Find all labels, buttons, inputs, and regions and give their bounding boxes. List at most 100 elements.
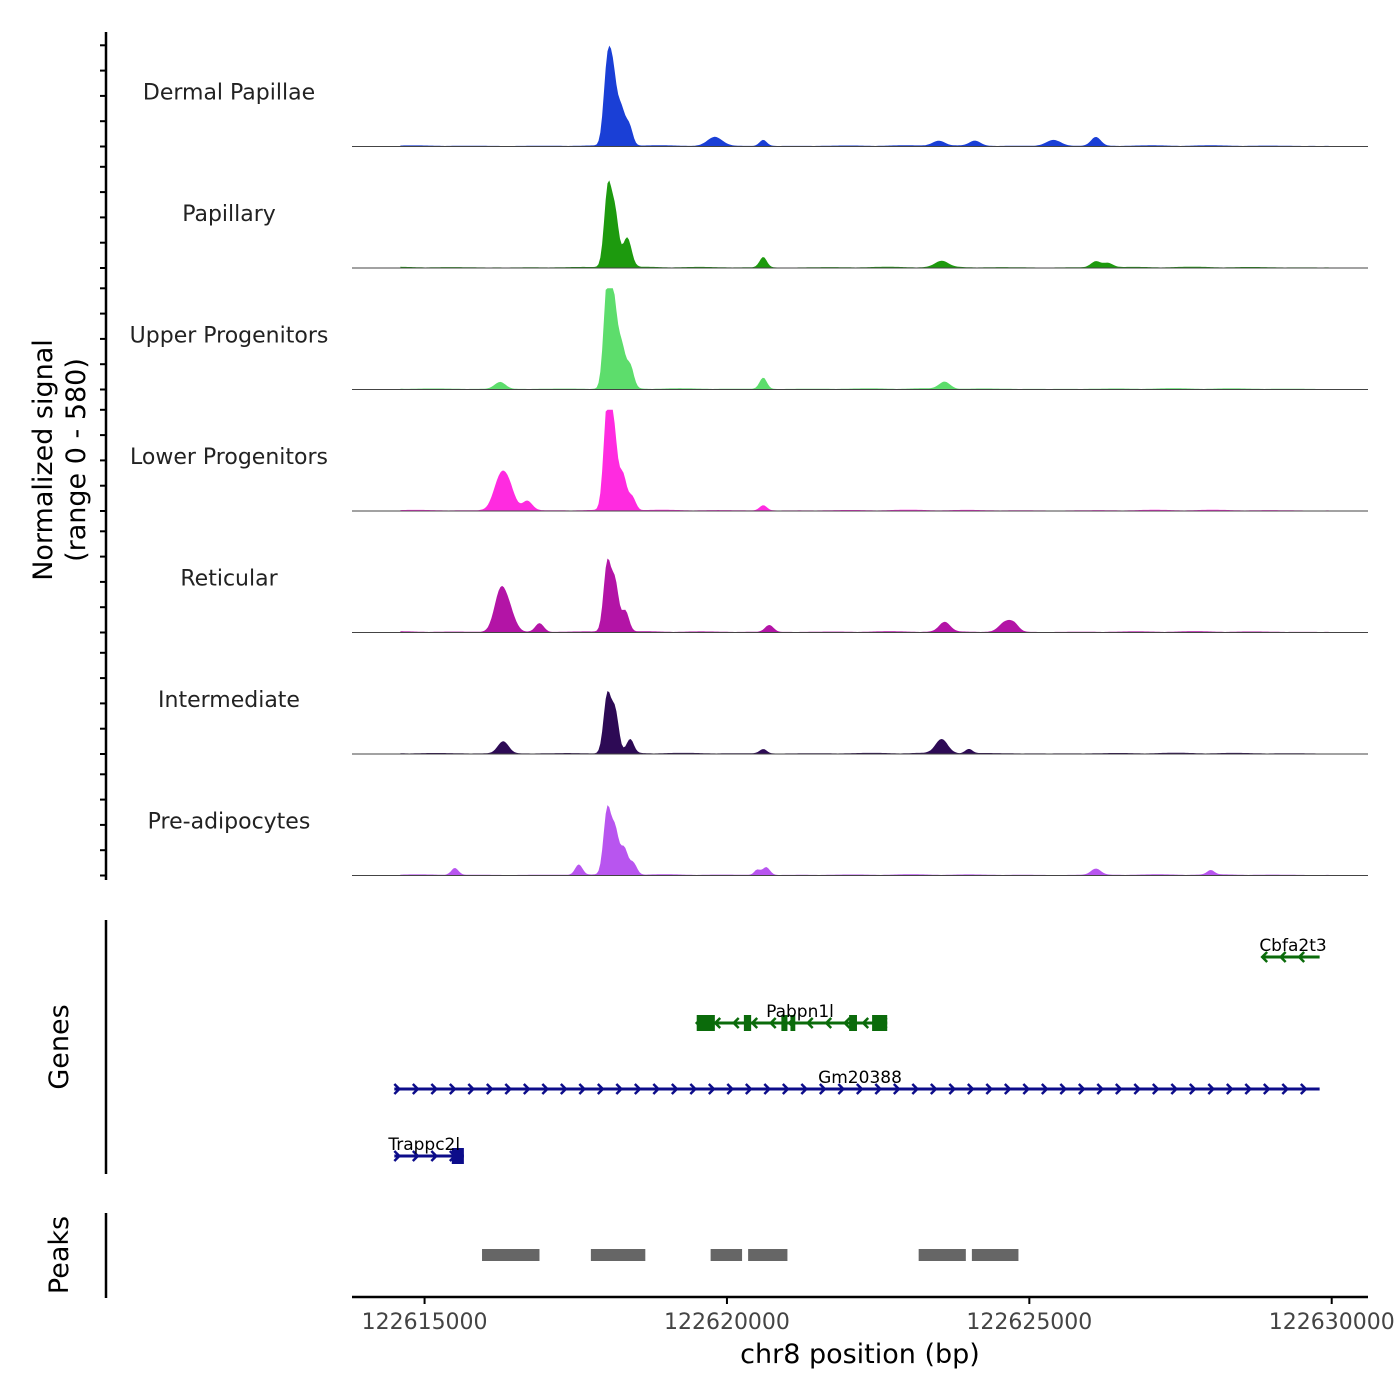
coverage-tracks: Dermal Papillae Papillary Upper Progenitor… <box>100 32 1368 880</box>
gene-cbfa2t3: Cbfa2t3 <box>1259 936 1327 963</box>
exon <box>872 1015 888 1031</box>
exon <box>451 1148 464 1164</box>
strand-arrow-icon <box>874 1083 883 1095</box>
strand-arrow-icon <box>411 1150 420 1162</box>
strand-arrow-icon <box>1096 1083 1105 1095</box>
exon <box>696 1015 715 1031</box>
strand-arrow-icon <box>1077 1083 1086 1095</box>
gene-label: Trappc2l <box>387 1135 460 1155</box>
signal-area <box>400 558 1329 633</box>
strand-arrow-icon <box>1114 1083 1123 1095</box>
track-upper-progenitors: Upper Progenitors <box>100 287 1368 391</box>
strand-arrow-icon <box>1225 1083 1234 1095</box>
peak-region <box>710 1249 743 1261</box>
genes-panel-title: Genes <box>44 1004 75 1089</box>
strand-arrow-icon <box>430 1083 439 1095</box>
strand-arrow-icon <box>652 1083 661 1095</box>
track-pre-adipocytes: Pre-adipocytes <box>100 773 1368 877</box>
strand-arrow-icon <box>522 1083 531 1095</box>
x-tick-label: 122615000 <box>362 1310 488 1335</box>
strand-arrow-icon <box>1244 1083 1253 1095</box>
strand-arrow-icon <box>670 1083 679 1095</box>
strand-arrow-icon <box>707 1083 716 1095</box>
strand-arrow-icon <box>504 1083 513 1095</box>
strand-arrow-icon <box>393 1150 402 1162</box>
signal-area <box>400 288 1329 390</box>
peak-region <box>482 1249 540 1261</box>
strand-arrow-icon <box>726 1083 735 1095</box>
x-axis-title: chr8 position (bp) <box>740 1339 980 1370</box>
y-axis-title: Normalized signal (range 0 - 580) <box>28 339 92 581</box>
strand-arrow-icon <box>911 1083 920 1095</box>
strand-arrow-icon <box>713 1017 722 1029</box>
track-label: Reticular <box>180 567 278 592</box>
exon <box>790 1015 796 1031</box>
track-dermal-papillae: Dermal Papillae <box>100 44 1368 148</box>
strand-arrow-icon <box>781 1083 790 1095</box>
strand-arrow-icon <box>1207 1083 1216 1095</box>
exon <box>743 1015 752 1031</box>
strand-arrow-icon <box>1003 1083 1012 1095</box>
signal-area <box>400 180 1329 268</box>
track-label: Dermal Papillae <box>143 81 315 106</box>
track-label: Lower Progenitors <box>130 445 328 470</box>
strand-arrow-icon <box>393 1083 402 1095</box>
strand-arrow-icon <box>805 1017 814 1029</box>
strand-arrow-icon <box>430 1150 439 1162</box>
gene-label: Cbfa2t3 <box>1259 936 1326 956</box>
track-lower-progenitors: Lower Progenitors <box>100 408 1368 512</box>
strand-arrow-icon <box>1278 951 1287 963</box>
track-intermediate: Intermediate <box>100 651 1368 755</box>
track-label: Papillary <box>182 202 276 227</box>
peak-region <box>918 1249 966 1261</box>
strand-arrow-icon <box>633 1083 642 1095</box>
x-tick-label: 122620000 <box>664 1310 790 1335</box>
signal-area <box>400 409 1329 511</box>
gene-label: Gm20388 <box>818 1068 902 1088</box>
strand-arrow-icon <box>750 1017 759 1029</box>
strand-arrow-icon <box>559 1083 568 1095</box>
exon <box>781 1015 788 1031</box>
track-papillary: Papillary <box>100 165 1368 269</box>
gene-trappc2l: Trappc2l <box>387 1135 464 1164</box>
track-label: Upper Progenitors <box>130 324 329 349</box>
x-tick-label: 122625000 <box>966 1310 1092 1335</box>
strand-arrow-icon <box>985 1083 994 1095</box>
signal-area <box>400 691 1329 754</box>
strand-arrow-icon <box>615 1083 624 1095</box>
strand-arrow-icon <box>596 1083 605 1095</box>
strand-arrow-icon <box>467 1083 476 1095</box>
y-axis-title-line2: (range 0 - 580) <box>61 358 92 562</box>
signal-area <box>400 45 1329 147</box>
strand-arrow-icon <box>837 1083 846 1095</box>
strand-arrow-icon <box>861 1017 870 1029</box>
strand-arrow-icon <box>1299 1083 1308 1095</box>
gene-pabpn1l: Pabpn1l <box>694 1002 888 1031</box>
strand-arrow-icon <box>1297 951 1306 963</box>
strand-arrow-icon <box>1040 1083 1049 1095</box>
gene-label: Pabpn1l <box>766 1002 834 1022</box>
strand-arrow-icon <box>448 1083 457 1095</box>
strand-arrow-icon <box>842 1017 851 1029</box>
strand-arrow-icon <box>1151 1083 1160 1095</box>
strand-arrow-icon <box>731 1017 740 1029</box>
strand-arrow-icon <box>929 1083 938 1095</box>
strand-arrow-icon <box>541 1083 550 1095</box>
genes-panel: Genes Cbfa2t3 Pabpn1l Gm20388 Trappc2l <box>44 920 1327 1174</box>
strand-arrow-icon <box>1188 1083 1197 1095</box>
strand-arrow-icon <box>1262 1083 1271 1095</box>
track-reticular: Reticular <box>100 530 1368 634</box>
strand-arrow-icon <box>800 1083 809 1095</box>
strand-arrow-icon <box>1133 1083 1142 1095</box>
strand-arrow-icon <box>1022 1083 1031 1095</box>
x-tick-label: 122630000 <box>1269 1310 1395 1335</box>
strand-arrow-icon <box>744 1083 753 1095</box>
strand-arrow-icon <box>411 1083 420 1095</box>
strand-arrow-icon <box>689 1083 698 1095</box>
strand-arrow-icon <box>485 1083 494 1095</box>
track-label: Pre-adipocytes <box>148 810 311 835</box>
peaks-panel-title: Peaks <box>44 1216 75 1294</box>
strand-arrow-icon <box>948 1083 957 1095</box>
strand-arrow-icon <box>1170 1083 1179 1095</box>
